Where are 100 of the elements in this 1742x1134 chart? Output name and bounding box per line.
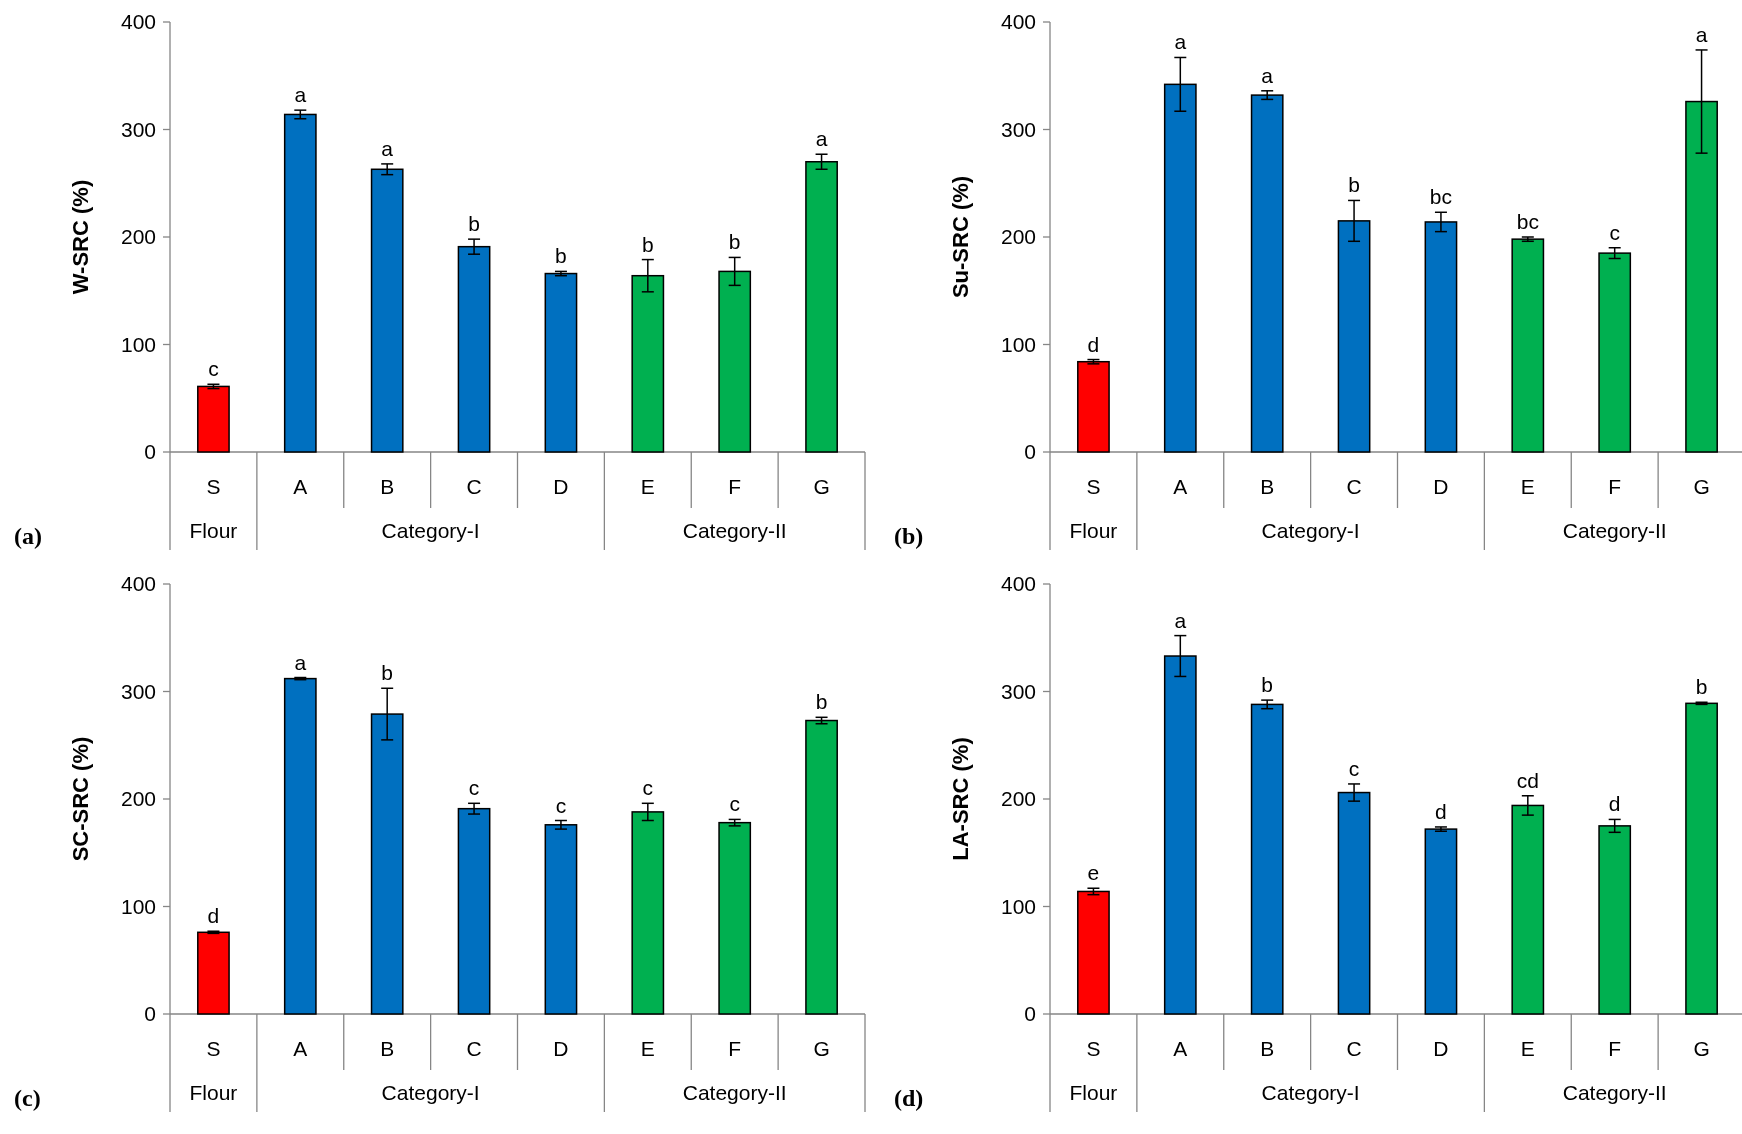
y-tick-label: 300 (120, 679, 156, 703)
annotation: a (381, 136, 394, 160)
x-tick-label: D (1433, 1037, 1449, 1060)
text: (b) (894, 523, 924, 549)
x-tick-label: E (1520, 1037, 1535, 1060)
y-tick-label: 100 (1000, 894, 1036, 918)
annotation: d (1435, 799, 1447, 823)
y-axis-title: Su-SRC (%) (948, 175, 973, 299)
annotation: bc (1516, 210, 1539, 233)
x-tick-label: F (1608, 475, 1622, 498)
bar (1250, 703, 1284, 1015)
x-tick-label: G (813, 1037, 830, 1060)
y-axis-title: W-SRC (%) (68, 179, 93, 295)
y-tick-label: 200 (1000, 225, 1036, 249)
y-tick-label: 400 (120, 10, 156, 34)
annotation: d (1608, 792, 1621, 816)
x-tick-label: C (466, 475, 482, 498)
y-axis-title: SC-SRC (%) (68, 736, 93, 862)
x-tick-label: D (1433, 475, 1449, 498)
text: Flour (189, 1081, 238, 1104)
x-tick-label: E (640, 1037, 655, 1060)
annotation: b (555, 244, 567, 268)
y-tick-label: 100 (120, 332, 156, 356)
x-tick-label: B (1260, 1037, 1275, 1060)
bar (1424, 828, 1458, 1015)
annotation: b (641, 232, 654, 256)
x-tick-label: S (206, 475, 221, 498)
bar (805, 719, 838, 1015)
bar (544, 824, 578, 1015)
annotation: b (815, 690, 828, 714)
x-tick-label: F (728, 1037, 742, 1060)
annotation: d (1087, 332, 1100, 356)
annotation: b (1261, 673, 1274, 697)
y-tick-label: 300 (120, 117, 156, 141)
x-tick-label: A (1173, 475, 1188, 498)
bar (1511, 238, 1545, 453)
x-tick-label: A (1173, 1037, 1188, 1060)
annotation: cd (1516, 768, 1539, 792)
annotation: bc (1429, 185, 1453, 209)
x-tick-label: S (1086, 1037, 1101, 1060)
annotation: b (1695, 675, 1708, 699)
y-tick-label: 0 (144, 440, 156, 464)
annotation: b (1348, 173, 1360, 197)
annotation: b (728, 230, 741, 254)
annotation: a (1261, 63, 1274, 87)
annotation: c (729, 792, 740, 816)
annotation: c (555, 793, 567, 817)
text: (d) (894, 1085, 924, 1111)
y-tick-label: 100 (1000, 332, 1036, 356)
y-tick-label: 0 (1024, 440, 1036, 464)
x-tick-label: G (1693, 1037, 1710, 1060)
bar (718, 821, 752, 1015)
annotation: a (1695, 22, 1708, 46)
text: Category-I (1261, 519, 1360, 542)
bar (1077, 360, 1110, 453)
bar (370, 168, 404, 453)
bar (283, 113, 317, 453)
bar (1250, 94, 1284, 453)
annotation: a (815, 127, 828, 151)
y-tick-label: 0 (144, 1002, 156, 1026)
annotation: c (1348, 756, 1360, 780)
text: Flour (1069, 519, 1118, 542)
x-tick-label: C (466, 1037, 482, 1060)
bar (1685, 702, 1718, 1015)
x-tick-label: D (553, 475, 569, 498)
y-tick-label: 200 (120, 787, 156, 811)
annotation: b (381, 661, 394, 685)
x-tick-label: G (813, 475, 830, 498)
text: Flour (1069, 1081, 1118, 1104)
x-tick-label: S (1086, 475, 1101, 498)
annotation: e (1087, 861, 1100, 885)
x-tick-label: A (293, 1037, 308, 1060)
text: Category-II (1562, 519, 1667, 542)
annotation: d (207, 904, 220, 928)
x-tick-label: C (1346, 475, 1362, 498)
y-tick-label: 400 (1000, 10, 1036, 34)
x-tick-label: S (206, 1037, 221, 1060)
bar (1598, 252, 1632, 453)
y-axis-title: LA-SRC (%) (948, 737, 973, 861)
text: (a) (14, 523, 42, 549)
annotation: c (642, 776, 654, 800)
y-tick-label: 0 (1024, 1002, 1036, 1026)
x-tick-label: F (1608, 1037, 1622, 1060)
x-tick-label: A (293, 475, 308, 498)
x-tick-label: B (380, 475, 395, 498)
bar (197, 931, 230, 1015)
x-tick-label: G (1693, 475, 1710, 498)
y-tick-label: 200 (1000, 787, 1036, 811)
y-tick-label: 300 (1000, 117, 1036, 141)
annotation: c (208, 357, 219, 381)
annotation: a (294, 83, 307, 107)
y-tick-label: 100 (120, 894, 156, 918)
annotation: a (1174, 30, 1187, 54)
annotation: a (294, 650, 307, 674)
bar (283, 677, 317, 1015)
text: Category-II (1562, 1081, 1667, 1104)
x-tick-label: C (1346, 1037, 1362, 1060)
annotation: b (468, 212, 480, 236)
bar (1077, 890, 1110, 1015)
text: Category-I (381, 1081, 480, 1104)
